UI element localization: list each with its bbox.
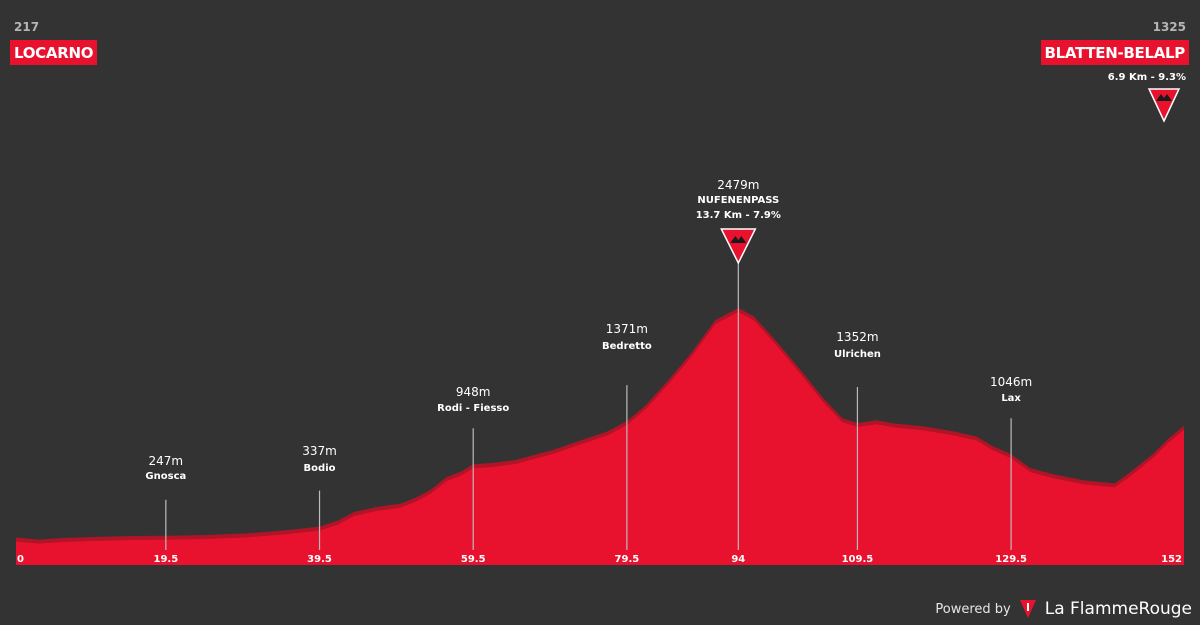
waypoint-altitude: 1352m xyxy=(836,330,878,344)
waypoint-name: Ulrichen xyxy=(834,349,881,360)
waypoint-altitude: 1371m xyxy=(606,322,648,336)
start-altitude: 217 xyxy=(14,20,40,34)
powered-by-text: Powered by xyxy=(935,601,1011,617)
brand-name: La FlammeRouge xyxy=(1044,599,1192,619)
finish-town: BLATTEN-BELALP xyxy=(1040,40,1189,65)
waypoint-altitude: 247m xyxy=(149,454,184,468)
flamme-rouge-logo xyxy=(1019,600,1036,618)
km-tick-label: 19.5 xyxy=(153,554,178,565)
km-tick-label: 109.5 xyxy=(842,554,874,565)
waypoint-name: Rodi - Fiesso xyxy=(437,403,509,414)
waypoint-altitude: 948m xyxy=(456,385,491,399)
km-tick-label: 79.5 xyxy=(615,554,640,565)
waypoint-name: Bodio xyxy=(304,463,336,474)
waypoint-altitude: 337m xyxy=(302,444,337,458)
finish-altitude: 1325 xyxy=(1152,20,1186,34)
climb-info: 13.7 Km - 7.9% xyxy=(696,210,781,221)
start-town: LOCARNO xyxy=(10,40,98,65)
finish-climb-info: 6.9 Km - 9.3% xyxy=(1107,72,1186,83)
waypoint-altitude: 2479m xyxy=(717,178,759,192)
waypoint-name: Lax xyxy=(1001,393,1021,404)
km-tick-label: 94 xyxy=(731,554,745,565)
finish-mountain-icon xyxy=(1147,88,1181,123)
km-tick-label: 59.5 xyxy=(461,554,486,565)
waypoint-name: NUFENENPASS xyxy=(697,195,779,206)
km-tick-label: 129.5 xyxy=(995,554,1027,565)
mountain-icon xyxy=(720,228,757,265)
km-tick-label: 152 xyxy=(1161,554,1182,565)
footer: Powered by La FlammeRouge xyxy=(935,599,1192,619)
profile-area xyxy=(16,312,1184,565)
waypoint-altitude: 1046m xyxy=(990,375,1032,389)
km-tick-label: 39.5 xyxy=(307,554,332,565)
waypoint-name: Gnosca xyxy=(145,471,186,482)
waypoint-name: Bedretto xyxy=(602,341,652,352)
km-tick-label: 0 xyxy=(17,554,24,565)
mountain-icon-peaks xyxy=(730,236,747,243)
